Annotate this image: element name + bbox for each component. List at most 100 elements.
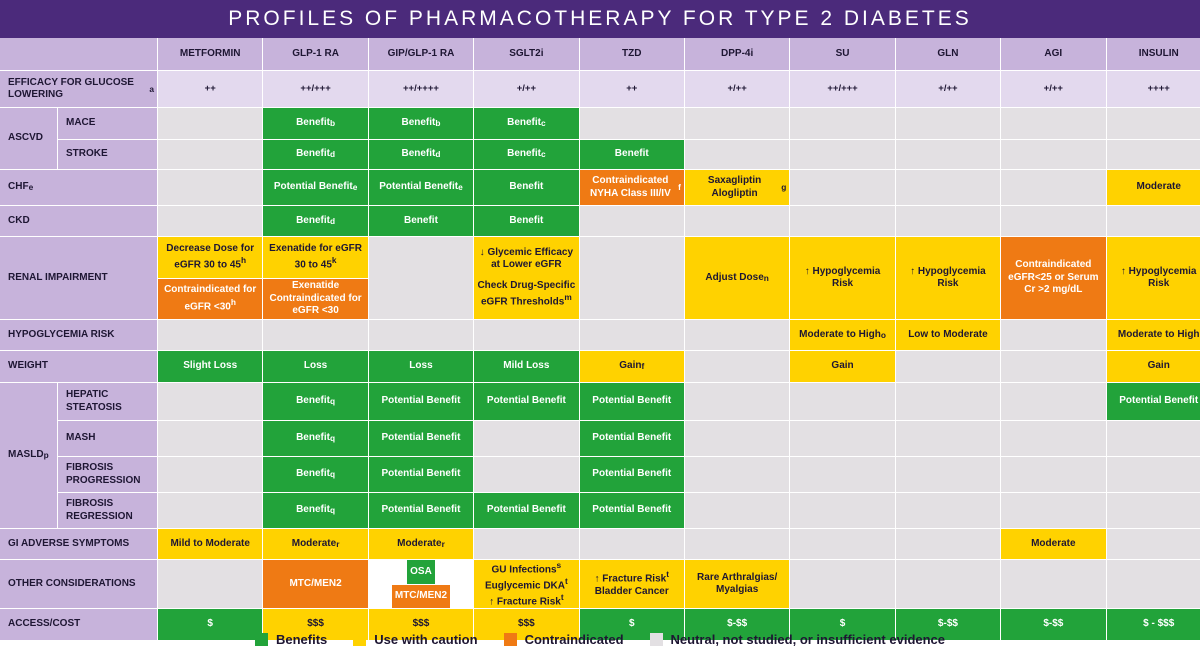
row-label-efficacy: EFFICACY FOR GLUCOSE LOWERING a [0,71,157,107]
caution-cell: Rare Arthralgias/ Myalgias [684,560,790,608]
neutral-cell [895,383,1001,420]
footnote-marker: n [763,272,769,283]
footnote-marker: q [329,433,336,444]
neutral-cell [1001,421,1106,456]
neutral-cell [1001,140,1106,169]
column-header-metformin: METFORMIN [158,38,263,70]
cell-text: Moderate [397,537,442,549]
cell-text: ↓ Glycemic Efficacy at Lower eGFR [479,246,574,271]
neutral-cell [790,560,895,608]
caution-cell: Gain [1106,351,1200,382]
benefit-cell: Potential Benefit [579,383,684,420]
neutral-cell [1106,560,1200,608]
neutral-cell [790,421,895,456]
benefit-cell: $ [579,609,684,640]
row-label-ckd: CKD [0,206,157,236]
legend-label: Neutral, not studied, or insufficient ev… [670,631,946,647]
footnote-marker: t [564,575,568,586]
footnote-marker: s [556,559,562,570]
cell-text: Contraindicated NYHA Class III/IV [589,175,671,199]
benefit-cell: Benefit b [263,108,368,139]
benefit-cell: Benefit d [368,140,474,169]
cell-text: Moderate [291,537,337,549]
sublabel-mace: MACE [58,108,157,139]
neutral-cell [158,108,263,139]
benefit-cell: Slight Loss [158,351,263,382]
row-label-gi: GI ADVERSE SYMPTOMS [0,529,157,559]
neutral-cell [684,351,790,382]
cell-text: Benefit [296,117,330,129]
efficacy-cell: +/++ [1001,71,1106,107]
neutral-cell [474,457,579,492]
cell-text: Benefit [296,468,330,480]
neutral-cell [579,237,684,319]
neutral-cell [474,421,579,456]
neutral-cell [368,320,474,350]
yellow-swatch-icon [353,632,367,646]
cell-text: Benefit [507,117,541,129]
renal-glp1-cell: Exenatide for eGFR 30 to 45k Exenatide C… [263,237,368,319]
caution-cell: Moderate to High o [790,320,895,350]
caution-cell: Adjust Dose n [684,237,790,319]
column-header-glp1ra: GLP-1 RA [263,38,368,70]
other-gip-cell: OSA MTC/MEN2 [368,560,474,608]
neutral-cell [684,206,790,236]
legend-item-benefits: Benefits [254,632,327,647]
benefit-cell: Loss [368,351,474,382]
neutral-cell [684,320,790,350]
caution-cell: ↑ Hypoglycemia Risk [1106,237,1200,319]
caution-cell: Gain [790,351,895,382]
cell-text: GU Infections [491,563,557,575]
caution-cell: Saxagliptin Alogliptin g [684,170,790,205]
cell-text: Euglycemic DKA [484,580,565,592]
efficacy-cell: +/++ [684,71,790,107]
caution-cell: ↑ Hypoglycemia Risk [790,237,895,319]
neutral-cell [790,108,895,139]
neutral-cell [474,529,579,559]
benefit-cell: $ - $$$ [1106,609,1200,640]
neutral-cell [895,560,1001,608]
neutral-cell [158,421,263,456]
efficacy-cell: ++/+++ [263,71,368,107]
neutral-cell [895,206,1001,236]
caution-cell: Moderate r [263,529,368,559]
row-label-chf: CHF e [0,170,157,205]
benefit-cell: Potential Benefit [368,457,474,492]
chf-label-text: CHF [8,181,29,193]
benefit-cell: Benefit [579,140,684,169]
cell-text: Benefit [296,504,330,516]
benefit-cell: $-$$ [1001,609,1106,640]
benefit-cell: Potential Benefit [579,421,684,456]
sublabel-stroke: STROKE [58,140,157,169]
cell-text: Benefit [507,148,541,160]
benefit-cell: Potential Benefit [579,457,684,492]
contraindicated-cell: Contraindicated NYHA Class III/IV f [579,170,684,205]
footnote-marker: r [336,538,340,549]
cell-text: Benefit [401,117,436,129]
neutral-cell [158,383,263,420]
caution-cell: ↓ Glycemic Efficacy at Lower eGFR Check … [474,237,579,319]
row-label-masld: MASLD p [0,383,57,528]
neutral-cell [1106,457,1200,492]
benefit-cell: Benefit c [474,140,579,169]
neutral-cell [895,351,1001,382]
neutral-cell [368,237,474,319]
neutral-cell [684,108,790,139]
benefit-cell: Potential Benefit [579,493,684,528]
cell-text: Check Drug-Specific eGFR Thresholds [477,279,576,308]
neutral-cell [1001,383,1106,420]
neutral-cell [1001,457,1106,492]
footnote-marker: c [541,118,546,129]
row-label-ascvd: ASCVD [0,108,57,169]
footnote-marker: h [241,255,247,266]
column-header-tzd: TZD [579,38,684,70]
neutral-cell [158,206,263,236]
footnote-marker: d [329,149,336,160]
neutral-cell [158,140,263,169]
cell-text: Contraindicated for eGFR <30 [164,284,257,312]
cell-text: Saxagliptin Alogliptin [707,175,762,199]
benefit-cell: Benefit q [263,421,368,456]
caution-cell: ↑ Fracture Riskt Bladder Cancer [579,560,684,608]
neutral-cell [158,320,263,350]
page-title: PROFILES OF PHARMACOTHERAPY FOR TYPE 2 D… [0,0,1200,38]
